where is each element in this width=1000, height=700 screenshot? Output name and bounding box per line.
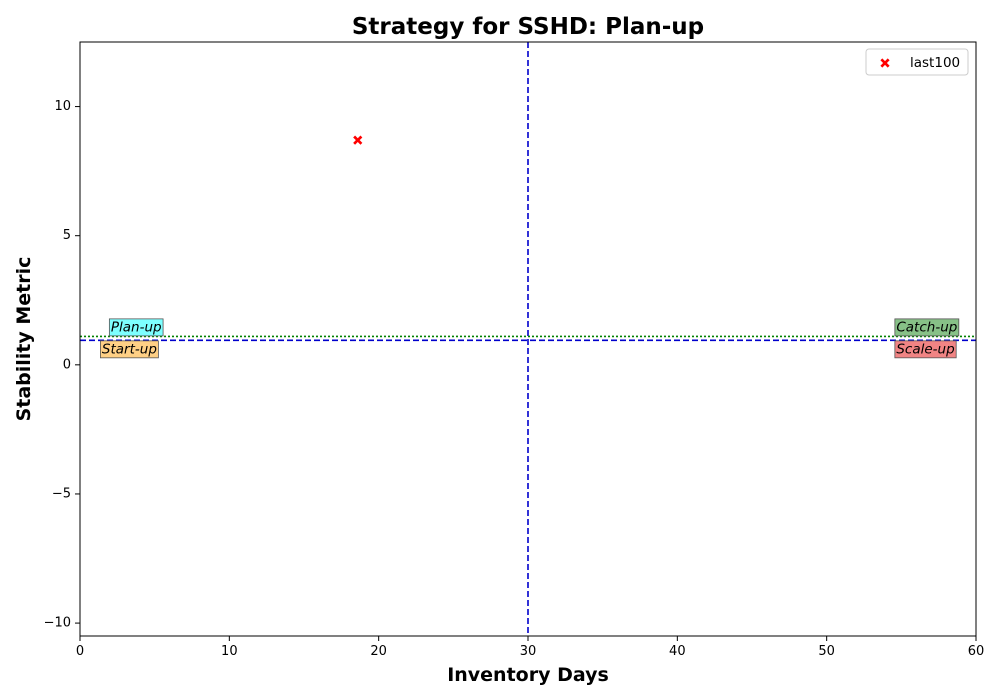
legend-box [865, 48, 969, 76]
x-axis-title: Inventory Days [447, 664, 609, 686]
y-axis-title: Stability Metric [13, 257, 35, 422]
quadrant-label-catch-up: Catch-up [894, 318, 960, 337]
x-tick-label: 20 [370, 644, 387, 659]
legend-marker-icon [880, 58, 890, 68]
quadrant-label-text: Catch-up [896, 319, 957, 335]
quadrant-label-scale-up: Scale-up [894, 340, 957, 359]
data-point [353, 135, 363, 145]
quadrant-label-text: Start-up [102, 341, 157, 357]
chart-title: Strategy for SSHD: Plan-up [352, 14, 704, 40]
quadrant-label-start-up: Start-up [100, 340, 159, 359]
x-tick-label: 0 [76, 644, 84, 659]
quadrant-label-box [894, 318, 960, 337]
x-tick-label: 40 [669, 644, 686, 659]
quadrant-label-text: Scale-up [896, 341, 954, 357]
legend-label: last100 [910, 55, 960, 71]
legend: last100 [865, 48, 969, 76]
quadrant-label-box [894, 340, 957, 359]
x-tick-label: 50 [818, 644, 835, 659]
x-tick-label: 10 [221, 644, 238, 659]
y-tick-label: −10 [44, 616, 71, 631]
y-tick-label: 5 [63, 228, 71, 243]
quadrant-label-text: Plan-up [111, 319, 162, 335]
quadrant-label-plan-up: Plan-up [108, 318, 164, 337]
y-tick-label: 0 [63, 357, 71, 372]
quadrant-label-box [100, 340, 159, 359]
plot-area: Plan-up Start-up Catch-up Scale-up 0 10 20 30 40… [44, 41, 985, 659]
x-tick-label: 60 [968, 644, 985, 659]
y-tick-label: 10 [54, 99, 71, 114]
quadrant-label-box [108, 318, 164, 337]
y-tick-label: −5 [52, 486, 71, 501]
x-tick-label: 30 [520, 644, 537, 659]
